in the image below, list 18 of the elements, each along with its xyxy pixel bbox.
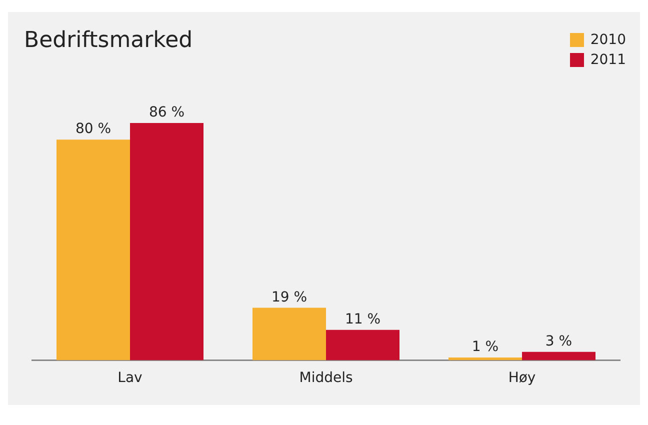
- data-label: 3 %: [545, 334, 572, 350]
- bar: [56, 140, 130, 360]
- data-label: 1 %: [472, 339, 499, 356]
- data-label: 80 %: [75, 121, 112, 138]
- bar: [252, 308, 326, 360]
- x-tick-label: Høy: [508, 370, 536, 386]
- data-label: 86 %: [148, 104, 185, 121]
- data-label: 11 %: [344, 312, 381, 328]
- legend-label: 2011: [590, 52, 626, 68]
- bar: [130, 123, 204, 360]
- x-tick-label: Lav: [118, 370, 142, 386]
- x-tick-label: Middels: [299, 370, 353, 386]
- legend-label: 2010: [590, 32, 626, 48]
- bar: [522, 352, 596, 360]
- bar: [448, 357, 522, 360]
- bar: [326, 330, 400, 360]
- chart-title: Bedriftsmarked: [24, 28, 193, 53]
- data-label: 19 %: [271, 289, 308, 306]
